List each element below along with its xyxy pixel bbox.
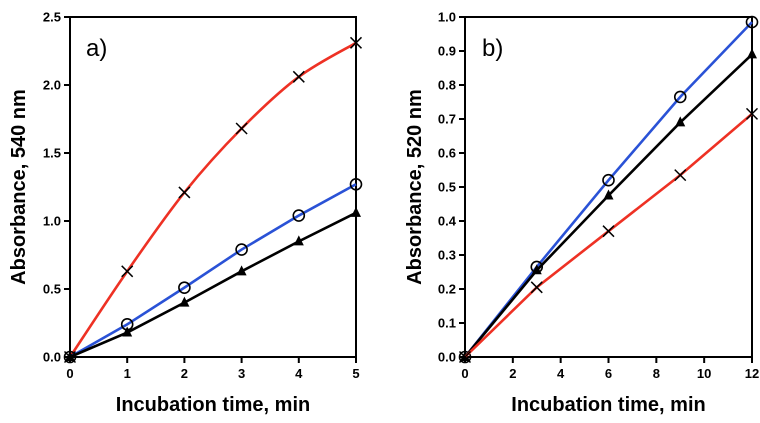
circle-marker <box>349 177 363 191</box>
series-0-line <box>68 41 357 358</box>
triangle-marker <box>351 206 361 217</box>
x-axis-title: Incubation time, min <box>511 394 705 416</box>
series-1-line <box>463 53 753 358</box>
triangle-marker <box>531 264 542 275</box>
circle-marker <box>235 243 248 256</box>
circle-marker <box>602 173 615 187</box>
panel-b: 0.0 0.1 0.2 0.3 0.4 0.5 0.6 0.7 0.8 0.9 1.0 0 2 4 6 8 10… <box>404 10 759 417</box>
x-tick-label: 5 <box>352 366 359 381</box>
x-tick-label: 0 <box>66 366 73 381</box>
x-tick-label: 4 <box>557 366 565 381</box>
y-tick-label: 0.3 <box>438 248 456 263</box>
x-tick-label: 1 <box>124 366 131 381</box>
x-marker <box>458 350 472 364</box>
triangle-marker <box>122 326 133 337</box>
series-2-line <box>69 211 357 359</box>
x-marker <box>745 107 759 120</box>
triangle-marker <box>747 48 757 59</box>
triangle-marker <box>675 116 686 127</box>
panel-a: 0.0 0.5 1.0 1.5 2.0 2.5 0 1 2 3 4 5 Incubation time,… <box>8 10 363 416</box>
x-tick-label: 3 <box>238 366 245 381</box>
y-tick-label: 0.5 <box>438 180 456 195</box>
x-tick-label: 12 <box>745 366 759 381</box>
series-2-line <box>464 112 753 358</box>
circle-marker <box>178 281 191 294</box>
x-marker <box>674 169 687 182</box>
x-tick-label: 2 <box>509 366 516 381</box>
panel-label: a) <box>86 35 107 62</box>
plot-frame <box>69 16 357 358</box>
series-1-line <box>69 183 357 359</box>
x-marker <box>121 265 134 278</box>
y-tick-label: 2.0 <box>43 78 61 93</box>
y-tick-label: 0.0 <box>43 350 61 365</box>
circle-marker <box>745 15 759 29</box>
y-tick-label: 0.2 <box>438 282 456 297</box>
y-tick-label: 1.0 <box>43 214 61 229</box>
triangle-marker <box>293 235 304 246</box>
triangle-marker <box>603 189 614 200</box>
x-marker <box>178 186 191 199</box>
triangle-marker <box>236 265 247 276</box>
x-axis-title: Incubation time, min <box>116 394 310 416</box>
x-tick-label: 4 <box>295 366 303 381</box>
y-tick-label: 1.0 <box>438 10 456 25</box>
x-marker <box>292 70 305 83</box>
y-tick-label: 0.4 <box>438 214 457 229</box>
y-tick-label: 0.0 <box>438 350 456 365</box>
y-tick-label: 1.5 <box>43 146 61 161</box>
x-tick-label: 8 <box>653 366 660 381</box>
x-marker <box>235 122 248 135</box>
panel-label: b) <box>482 35 503 62</box>
x-marker <box>530 281 543 294</box>
y-axis-title: Absorbance, 540 nm <box>8 89 30 285</box>
x-tick-label: 2 <box>181 366 188 381</box>
x-tick-label: 6 <box>605 366 612 381</box>
x-marker <box>349 36 363 49</box>
y-tick-label: 0.7 <box>438 112 456 127</box>
x-marker <box>602 225 615 238</box>
circle-marker <box>673 90 687 104</box>
y-tick-label: 0.1 <box>438 316 456 331</box>
circle-marker <box>292 209 306 222</box>
triangle-marker <box>65 351 75 361</box>
triangle-marker <box>179 296 190 307</box>
series-0-line <box>463 21 753 358</box>
y-tick-label: 0.8 <box>438 78 456 93</box>
y-tick-label: 0.9 <box>438 44 456 59</box>
y-tick-label: 0.5 <box>43 282 61 297</box>
x-tick-label: 0 <box>461 366 468 381</box>
y-tick-label: 2.5 <box>43 10 61 25</box>
y-tick-label: 0.6 <box>438 146 456 161</box>
x-tick-label: 10 <box>697 366 711 381</box>
y-axis-title: Absorbance, 520 nm <box>404 89 426 285</box>
